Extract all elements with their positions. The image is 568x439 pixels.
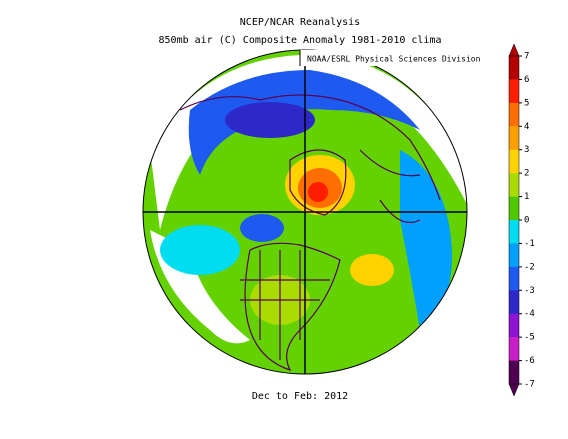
colorbar-segment	[509, 337, 519, 361]
colorbar-tick-label: 1	[524, 192, 529, 202]
cold-anomaly	[160, 225, 240, 275]
colorbar-tick-label: -1	[524, 239, 535, 249]
colorbar-tick-label: -7	[524, 380, 535, 390]
colorbar-segment	[509, 220, 519, 244]
period-label: Dec to Feb: 2012	[252, 391, 348, 402]
colorbar-segment	[509, 266, 519, 291]
colorbar-tick-label: -4	[524, 309, 535, 319]
title: NCEP/NCAR Reanalysis	[240, 17, 360, 28]
warm-anomaly	[350, 254, 394, 286]
colorbar-tick-label: 4	[524, 122, 529, 132]
colorbar-end	[508, 383, 520, 397]
colorbar-tick-label: 7	[524, 52, 529, 62]
colorbar-segment	[509, 149, 519, 174]
colorbar-end	[508, 43, 520, 57]
credit-box	[300, 50, 470, 66]
colorbar-segment	[509, 313, 519, 338]
cold-anomaly	[400, 150, 452, 330]
colorbar-segment	[509, 56, 519, 80]
colorbar-tick-label: 0	[524, 216, 529, 226]
coastlines	[179, 94, 441, 372]
warm-core	[308, 182, 328, 202]
colorbar-tick-label: -3	[524, 286, 535, 296]
colorbar-tick-label: 6	[524, 75, 529, 85]
colorbar-segment	[509, 79, 519, 104]
colorbar-segment	[509, 196, 519, 221]
cold-anomaly	[188, 70, 420, 175]
colorbar-segment	[509, 173, 519, 197]
colorbar: 7 6 5 4 3 2 1 0 -1 -2 -3 -4 -5 -6 -7	[508, 43, 535, 397]
colorbar-segment	[509, 126, 519, 151]
cold-core	[225, 102, 315, 138]
colorbar-tick-label: 5	[524, 98, 529, 108]
colorbar-tick-label: 3	[524, 145, 529, 155]
colorbar-tick-label: -2	[524, 262, 535, 272]
subtitle: 850mb air (C) Composite Anomaly 1981-201…	[159, 35, 442, 46]
colorbar-tick-label: -6	[524, 356, 535, 366]
colorbar-segment	[509, 243, 519, 268]
colorbar-tick-label: -5	[524, 333, 535, 343]
colorbar-segment	[509, 290, 519, 315]
cold-anomaly	[240, 214, 284, 242]
colorbar-segment	[509, 102, 519, 127]
colorbar-tick-label: 2	[524, 169, 529, 179]
colorbar-segment	[509, 360, 519, 385]
credit: NOAA/ESRL Physical Sciences Division	[307, 55, 481, 64]
